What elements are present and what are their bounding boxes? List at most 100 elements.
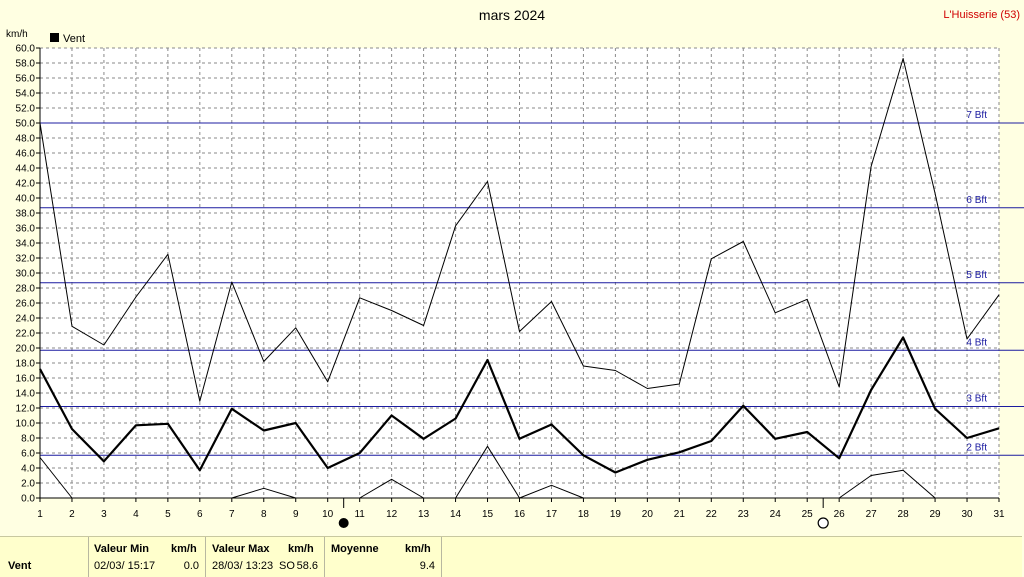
beaufort-label: 3 Bft xyxy=(966,394,987,405)
stats-row-label: Vent xyxy=(8,560,32,572)
stats-mean-cell: Moyenne km/h 9.4 xyxy=(324,537,441,577)
y-tick-label: 46.0 xyxy=(16,149,36,160)
mean-value: 9.4 xyxy=(419,560,435,572)
legend-swatch xyxy=(50,33,59,42)
y-tick-label: 24.0 xyxy=(16,314,36,325)
series-line-min xyxy=(39,457,73,499)
y-tick-label: 8.0 xyxy=(21,434,35,445)
full-moon-icon xyxy=(817,517,829,529)
min-value: 0.0 xyxy=(183,560,199,572)
min-unit: km/h xyxy=(171,543,197,555)
x-tick-label: 22 xyxy=(706,509,718,520)
y-tick-label: 18.0 xyxy=(16,359,36,370)
x-tick-label: 23 xyxy=(738,509,750,520)
x-tick-label: 13 xyxy=(418,509,430,520)
chart-title: mars 2024 xyxy=(479,7,545,23)
x-tick-label: 5 xyxy=(165,509,171,520)
beaufort-label: 5 Bft xyxy=(966,270,987,281)
mean-unit: km/h xyxy=(405,543,431,555)
y-tick-label: 40.0 xyxy=(16,194,36,205)
y-tick-label: 60.0 xyxy=(16,44,36,55)
y-tick-label: 42.0 xyxy=(16,179,36,190)
series-line-min xyxy=(231,487,296,499)
x-tick-label: 4 xyxy=(133,509,139,520)
y-tick-label: 28.0 xyxy=(16,284,36,295)
max-direction: SO xyxy=(279,560,295,572)
station-name: L'Huisserie (53) xyxy=(943,9,1020,21)
x-tick-label: 17 xyxy=(546,509,558,520)
max-unit: km/h xyxy=(288,543,314,555)
mean-header: Moyenne xyxy=(331,543,379,555)
x-tick-label: 26 xyxy=(834,509,846,520)
x-tick-label: 28 xyxy=(898,509,910,520)
min-date: 02/03/ 15:17 xyxy=(94,560,156,572)
series-line-mean xyxy=(39,336,1000,474)
series-line-max xyxy=(39,58,1000,402)
x-tick-label: 10 xyxy=(322,509,334,520)
x-tick-label: 3 xyxy=(101,509,107,520)
x-tick-label: 14 xyxy=(450,509,462,520)
beaufort-label: 6 Bft xyxy=(966,195,987,206)
stats-empty-cell xyxy=(441,537,1022,577)
y-tick-label: 54.0 xyxy=(16,89,36,100)
x-tick-label: 6 xyxy=(197,509,203,520)
legend-label: Vent xyxy=(63,33,85,45)
y-tick-label: 32.0 xyxy=(16,254,36,265)
y-tick-label: 16.0 xyxy=(16,374,36,385)
beaufort-label: 7 Bft xyxy=(966,110,987,121)
max-date: 28/03/ 13:23 xyxy=(212,560,274,572)
y-tick-label: 30.0 xyxy=(16,269,36,280)
series-line-min xyxy=(838,469,936,499)
x-tick-label: 18 xyxy=(578,509,590,520)
x-tick-label: 7 xyxy=(229,509,235,520)
new-moon-icon xyxy=(338,518,349,528)
x-tick-label: 19 xyxy=(610,509,622,520)
min-header: Valeur Min xyxy=(94,543,150,555)
y-tick-label: 48.0 xyxy=(16,134,36,145)
y-tick-label: 22.0 xyxy=(16,329,36,340)
x-tick-label: 21 xyxy=(674,509,686,520)
y-tick-label: 34.0 xyxy=(16,239,36,250)
beaufort-label: 4 Bft xyxy=(966,337,987,348)
stats-max-cell: Valeur Max km/h 28/03/ 13:23 SO 58.6 xyxy=(205,537,324,577)
stats-min-cell: Valeur Min km/h 02/03/ 15:17 0.0 xyxy=(88,537,205,577)
y-tick-label: 14.0 xyxy=(16,389,36,400)
y-tick-label: 4.0 xyxy=(21,464,35,475)
x-tick-label: 24 xyxy=(770,509,782,520)
y-tick-label: 0.0 xyxy=(21,494,35,505)
y-tick-label: 2.0 xyxy=(21,479,35,490)
y-tick-label: 10.0 xyxy=(16,419,36,430)
x-tick-label: 27 xyxy=(866,509,878,520)
x-tick-label: 20 xyxy=(642,509,654,520)
y-tick-label: 26.0 xyxy=(16,299,36,310)
y-tick-label: 50.0 xyxy=(16,119,36,130)
y-tick-label: 20.0 xyxy=(16,344,36,355)
y-tick-label: 36.0 xyxy=(16,224,36,235)
x-tick-label: 31 xyxy=(993,509,1005,520)
x-tick-label: 25 xyxy=(802,509,814,520)
y-tick-label: 44.0 xyxy=(16,164,36,175)
x-tick-label: 15 xyxy=(482,509,494,520)
series-line-min xyxy=(359,445,584,499)
x-tick-label: 12 xyxy=(386,509,398,520)
y-tick-label: 58.0 xyxy=(16,59,36,70)
stats-panel: Vent Valeur Min km/h 02/03/ 15:17 0.0 Va… xyxy=(0,536,1022,577)
y-tick-label: 6.0 xyxy=(21,449,35,460)
x-tick-label: 2 xyxy=(69,509,75,520)
beaufort-label: 2 Bft xyxy=(966,442,987,453)
x-tick-label: 29 xyxy=(930,509,942,520)
x-tick-label: 11 xyxy=(354,509,365,520)
y-tick-label: 52.0 xyxy=(16,104,36,115)
x-tick-label: 16 xyxy=(514,509,526,520)
x-tick-label: 1 xyxy=(37,509,43,520)
max-header: Valeur Max xyxy=(212,543,270,555)
x-tick-label: 9 xyxy=(293,509,299,520)
wind-chart: mars 2024 L'Huisserie (53) km/h Vent 2 B… xyxy=(6,7,1024,529)
max-value: 58.6 xyxy=(296,560,318,572)
y-tick-label: 12.0 xyxy=(16,404,36,415)
x-tick-label: 30 xyxy=(961,509,973,520)
y-tick-label: 56.0 xyxy=(16,74,36,85)
y-tick-label: 38.0 xyxy=(16,209,36,220)
x-tick-label: 8 xyxy=(261,509,267,520)
y-axis-unit: km/h xyxy=(6,29,28,40)
